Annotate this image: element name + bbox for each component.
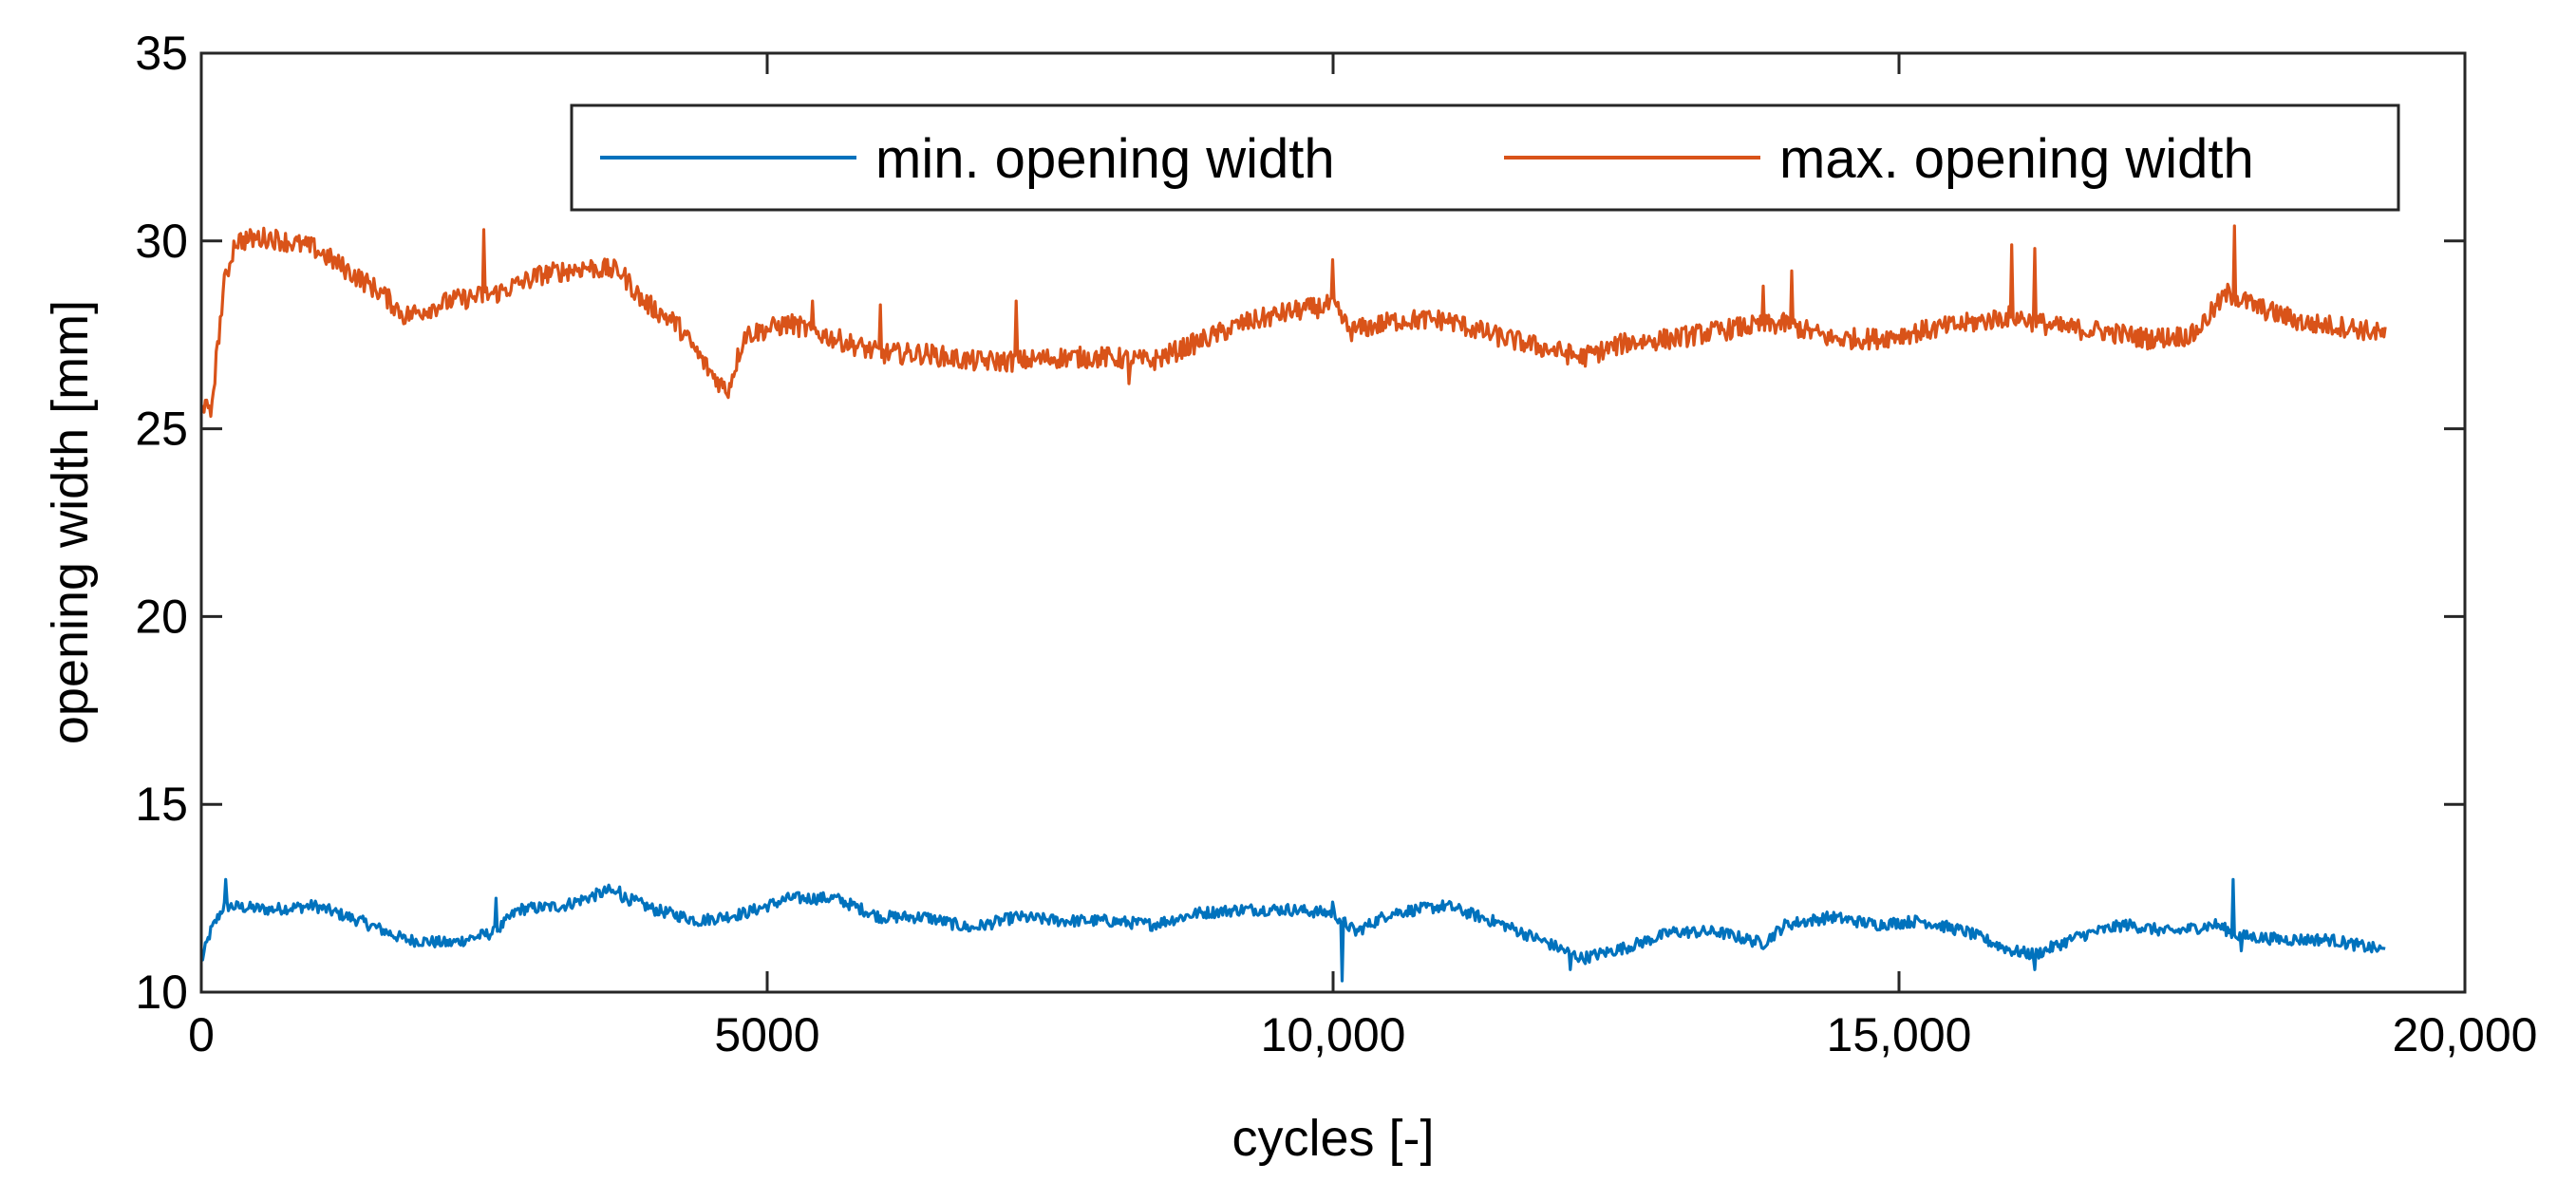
x-tick-label: 5000: [714, 1008, 819, 1061]
legend-box: [570, 103, 2400, 212]
y-tick-label: 10: [135, 966, 188, 1019]
series-line-max-opening-width: [200, 224, 2387, 419]
legend-label-max-opening-width: max. opening width: [1779, 128, 2254, 190]
series-line-min-opening-width: [200, 877, 2386, 983]
legend-label-min-opening-width: min. opening width: [875, 128, 1335, 190]
y-tick-label: 25: [135, 403, 188, 456]
x-tick-label: 0: [188, 1008, 215, 1061]
y-tick-label: 20: [135, 590, 188, 643]
y-tick-label: 30: [135, 215, 188, 268]
x-axis-label: cycles [-]: [1232, 1110, 1434, 1167]
legend: min. opening width max. opening width: [570, 103, 2400, 212]
x-tick-label: 20,000: [2393, 1008, 2538, 1061]
series-layer: [200, 224, 2387, 983]
y-axis: 10 15 20 25 30 35: [135, 27, 2465, 1019]
y-tick-label: 35: [135, 27, 188, 80]
x-tick-label: 15,000: [1827, 1008, 1972, 1061]
x-axis: 0 5000 10,000 15,000 20,000: [188, 53, 2537, 1061]
y-axis-label: opening width [mm]: [42, 300, 99, 744]
y-tick-label: 15: [135, 778, 188, 831]
x-tick-label: 10,000: [1261, 1008, 1406, 1061]
